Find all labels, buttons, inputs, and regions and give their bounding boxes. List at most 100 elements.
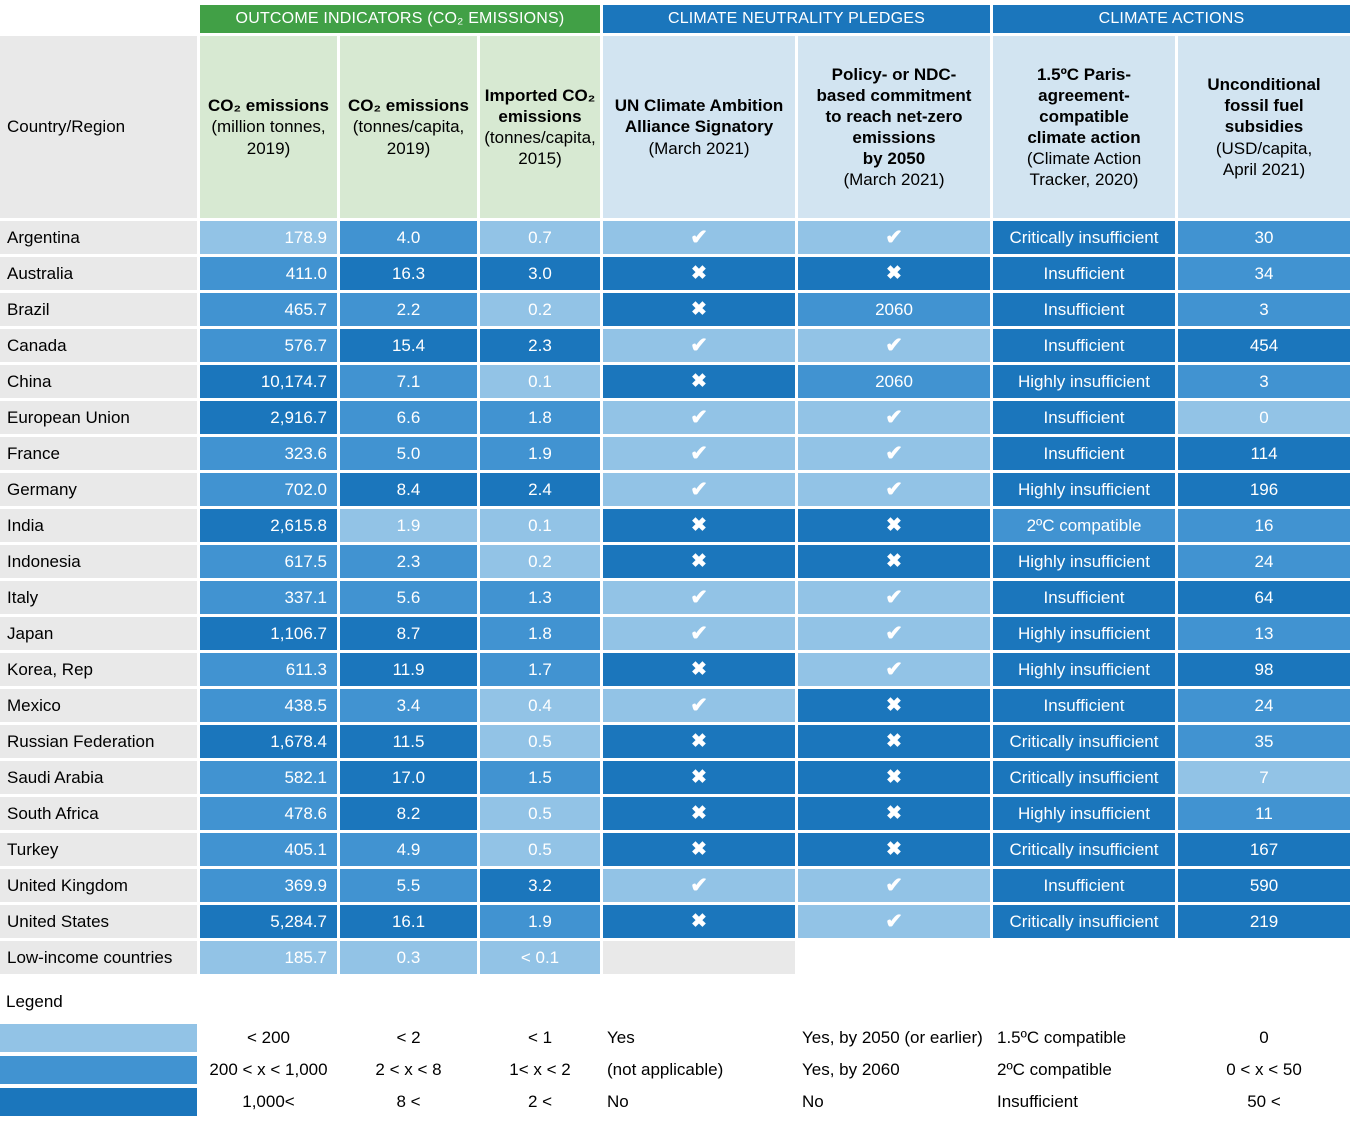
column-header-title: Unconditional fossil fuel subsidies — [1207, 75, 1321, 137]
column-header-subtitle: (million tonnes, 2019) — [211, 117, 326, 158]
legend-cell: < 1 — [527, 1028, 553, 1047]
check-icon: ✔ — [690, 694, 708, 717]
data-cell: ✖ — [603, 365, 795, 398]
data-cell: 337.1 — [200, 581, 337, 614]
check-icon: ✔ — [885, 334, 903, 357]
check-icon: ✔ — [885, 406, 903, 429]
check-icon: ✔ — [885, 586, 903, 609]
data-cell: 5.6 — [340, 581, 477, 614]
data-cell: 2,916.7 — [200, 401, 337, 434]
column-header-title: CO₂ emissions — [348, 96, 469, 116]
data-cell: 1,678.4 — [200, 725, 337, 758]
check-icon: ✔ — [885, 622, 903, 645]
data-cell: 10,174.7 — [200, 365, 337, 398]
column-header-subtitle: (tonnes/capita, 2015) — [484, 128, 596, 169]
data-cell: 11.5 — [340, 725, 477, 758]
data-cell: Highly insufficient — [993, 365, 1175, 398]
data-cell: 5.0 — [340, 437, 477, 470]
column-header: Policy- or NDC- based commitment to reac… — [798, 36, 990, 218]
data-cell: 8.4 — [340, 473, 477, 506]
data-cell: 465.7 — [200, 293, 337, 326]
data-cell: ✔ — [798, 581, 990, 614]
data-cell: 11.9 — [340, 653, 477, 686]
data-cell: 0.5 — [480, 833, 600, 866]
row-label: United States — [0, 905, 197, 938]
data-cell: Highly insufficient — [993, 797, 1175, 830]
legend-cell: 2ºC compatible — [997, 1060, 1112, 1079]
column-header: Imported CO₂ emissions (tonnes/capita, 20… — [480, 36, 600, 218]
column-header: CO₂ emissions (million tonnes, 2019) — [200, 36, 337, 218]
data-cell: ✔ — [603, 437, 795, 470]
data-cell: ✖ — [798, 761, 990, 794]
cross-icon: ✖ — [886, 695, 902, 716]
check-icon: ✔ — [690, 406, 708, 429]
legend-cell: (not applicable) — [607, 1060, 724, 1079]
data-cell: 16.3 — [340, 257, 477, 290]
data-cell: 8.2 — [340, 797, 477, 830]
data-cell: 98 — [1178, 653, 1350, 686]
data-cell: 369.9 — [200, 869, 337, 902]
data-cell: 2,615.8 — [200, 509, 337, 542]
legend-cell: 50 < — [1247, 1092, 1281, 1111]
cross-icon: ✖ — [691, 803, 707, 824]
cross-icon: ✖ — [691, 551, 707, 572]
legend-cell: 1,000< — [242, 1092, 295, 1111]
legend-cell: No — [802, 1092, 824, 1111]
data-cell: 1.3 — [480, 581, 600, 614]
data-cell: Insufficient — [993, 869, 1175, 902]
row-label: South Africa — [0, 797, 197, 830]
data-cell: Insufficient — [993, 401, 1175, 434]
data-cell: 2ºC compatible — [993, 509, 1175, 542]
data-cell: 1.9 — [340, 509, 477, 542]
column-header: 1.5ºC Paris- agreement- compatible clima… — [993, 36, 1175, 218]
data-cell: ✖ — [603, 833, 795, 866]
data-cell: 5,284.7 — [200, 905, 337, 938]
cross-icon: ✖ — [691, 299, 707, 320]
data-cell: 1.8 — [480, 401, 600, 434]
legend-cell: Insufficient — [997, 1092, 1078, 1111]
data-cell: 478.6 — [200, 797, 337, 830]
data-cell: ✖ — [603, 653, 795, 686]
data-cell: 178.9 — [200, 221, 337, 254]
climate-table: OUTCOME INDICATORS (CO₂ EMISSIONS) CLIMA… — [0, 5, 1350, 974]
column-header-subtitle: (March 2021) — [648, 138, 750, 158]
legend-cell: 200 < x < 1,000 — [209, 1060, 328, 1079]
column-header: UN Climate Ambition Alliance Signatory (M… — [603, 36, 795, 218]
data-cell: 2.3 — [480, 329, 600, 362]
check-icon: ✔ — [690, 478, 708, 501]
data-cell: Critically insufficient — [993, 761, 1175, 794]
data-cell: Insufficient — [993, 437, 1175, 470]
legend-swatch — [0, 1088, 197, 1116]
column-header-subtitle: (USD/capita, April 2021) — [1215, 138, 1313, 179]
row-label: Italy — [0, 581, 197, 614]
row-label: Indonesia — [0, 545, 197, 578]
data-cell: 219 — [1178, 905, 1350, 938]
data-cell: 1.7 — [480, 653, 600, 686]
data-cell: 0.2 — [480, 545, 600, 578]
data-cell: 1,106.7 — [200, 617, 337, 650]
row-label: Argentina — [0, 221, 197, 254]
data-cell: 1.8 — [480, 617, 600, 650]
country-region-header: Country/Region — [0, 36, 197, 218]
data-cell: 590 — [1178, 869, 1350, 902]
check-icon: ✔ — [690, 334, 708, 357]
data-cell: ✔ — [798, 437, 990, 470]
data-cell: ✖ — [603, 293, 795, 326]
data-cell: Highly insufficient — [993, 617, 1175, 650]
data-cell: Critically insufficient — [993, 725, 1175, 758]
data-cell: ✖ — [603, 905, 795, 938]
data-cell: ✖ — [798, 797, 990, 830]
check-icon: ✔ — [690, 622, 708, 645]
row-label: China — [0, 365, 197, 398]
column-header-title: UN Climate Ambition Alliance Signatory — [614, 96, 784, 137]
legend-cell: 8 < — [396, 1092, 421, 1111]
legend-cell: < 2 — [396, 1028, 421, 1047]
data-cell: 8.7 — [340, 617, 477, 650]
data-cell: ✖ — [798, 689, 990, 722]
row-label: France — [0, 437, 197, 470]
row-label: India — [0, 509, 197, 542]
data-cell: ✖ — [603, 761, 795, 794]
data-cell: 30 — [1178, 221, 1350, 254]
check-icon: ✔ — [885, 478, 903, 501]
data-cell: 185.7 — [200, 941, 337, 974]
